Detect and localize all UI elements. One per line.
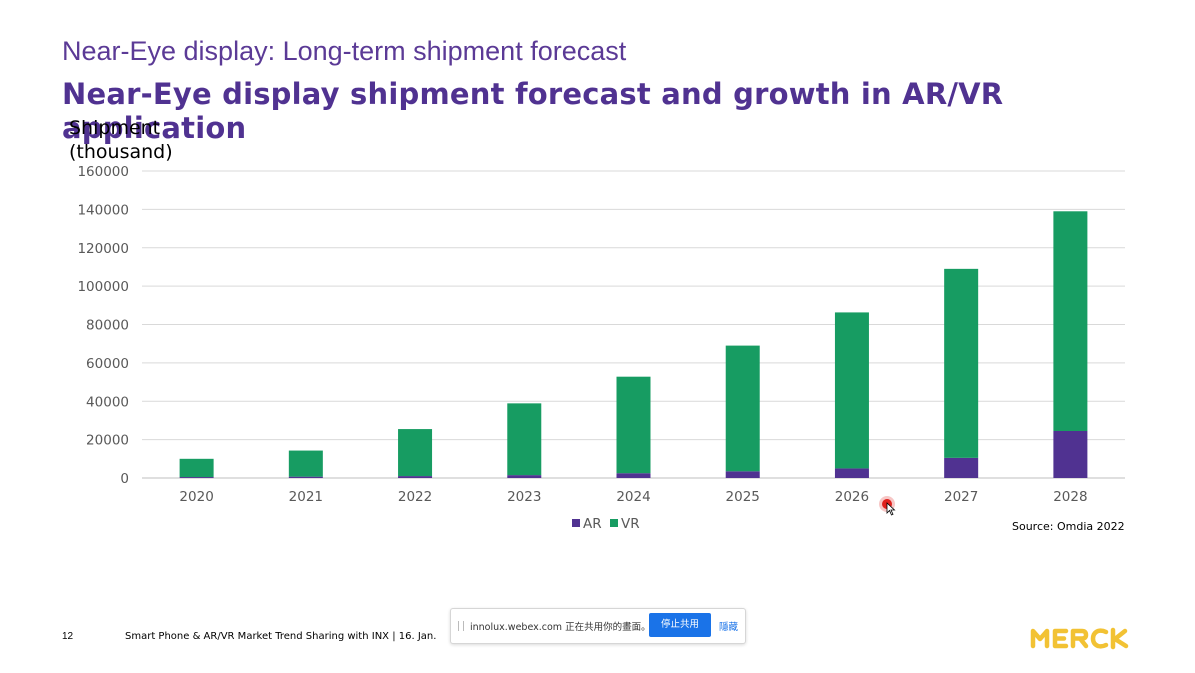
bar-ar-2020 <box>179 477 214 478</box>
slide-title: Near-Eye display: Long-term shipment for… <box>62 36 627 66</box>
x-tick-label: 2022 <box>398 489 432 505</box>
y-tick-label: 60000 <box>86 356 129 372</box>
y-tick-label: 80000 <box>86 318 129 334</box>
bar-vr-2025 <box>725 345 760 472</box>
drag-handle-icon[interactable] <box>458 621 464 631</box>
footer-text: Smart Phone & AR/VR Market Trend Sharing… <box>125 631 437 642</box>
legend-label-vr: VR <box>621 516 640 532</box>
x-tick-label: 2028 <box>1053 489 1087 505</box>
y-tick-label: 20000 <box>86 433 129 449</box>
bar-vr-2023 <box>507 403 542 476</box>
y-tick-label: 160000 <box>77 164 129 180</box>
bar-vr-2021 <box>288 450 323 477</box>
x-tick-label: 2023 <box>507 489 541 505</box>
slide-subtitle: Near-Eye display shipment forecast and g… <box>62 77 1004 145</box>
share-status-text: innolux.webex.com 正在共用你的畫面。 <box>470 622 651 633</box>
bar-vr-2026 <box>834 312 869 469</box>
bar-vr-2020 <box>179 458 214 478</box>
mouse-cursor-icon <box>886 502 896 516</box>
bar-ar-2023 <box>507 475 542 478</box>
y-axis-label-line2: (thousand) <box>69 141 173 163</box>
bar-ar-2021 <box>288 476 323 478</box>
y-tick-label: 40000 <box>86 394 129 410</box>
y-axis-label: Shipment (thousand) <box>69 116 199 164</box>
page-number: 12 <box>62 631 74 642</box>
merck-logo <box>1030 626 1132 655</box>
x-tick-label: 2027 <box>944 489 978 505</box>
x-tick-label: 2021 <box>289 489 323 505</box>
x-tick-label: 2026 <box>835 489 869 505</box>
y-axis-label-line1: Shipment <box>69 117 161 139</box>
legend-swatch-vr <box>610 519 618 527</box>
x-tick-label: 2020 <box>179 489 213 505</box>
bar-ar-2024 <box>616 473 651 478</box>
bar-vr-2028 <box>1053 211 1088 431</box>
y-tick-label: 120000 <box>77 241 129 257</box>
stop-sharing-button[interactable]: 停止共用 <box>649 613 711 637</box>
screen-share-bar: innolux.webex.com 正在共用你的畫面。 停止共用 隱藏 <box>450 608 746 644</box>
bar-ar-2028 <box>1053 430 1088 478</box>
x-tick-label: 2024 <box>616 489 650 505</box>
bar-vr-2024 <box>616 376 651 474</box>
x-tick-label: 2025 <box>726 489 760 505</box>
y-tick-label: 100000 <box>77 279 129 295</box>
source-note: Source: Omdia 2022 <box>1012 520 1125 533</box>
y-tick-label: 0 <box>120 471 129 487</box>
bar-vr-2022 <box>398 429 433 477</box>
legend-label-ar: AR <box>583 516 602 532</box>
hide-share-bar-link[interactable]: 隱藏 <box>719 622 739 633</box>
bar-ar-2026 <box>834 468 869 478</box>
bar-ar-2025 <box>725 471 760 478</box>
y-tick-label: 140000 <box>77 202 129 218</box>
bar-ar-2027 <box>944 457 979 478</box>
merck-logo-mark <box>1030 627 1129 650</box>
legend-swatch-ar <box>572 519 580 527</box>
bar-ar-2022 <box>398 476 433 478</box>
bar-vr-2027 <box>944 268 979 458</box>
